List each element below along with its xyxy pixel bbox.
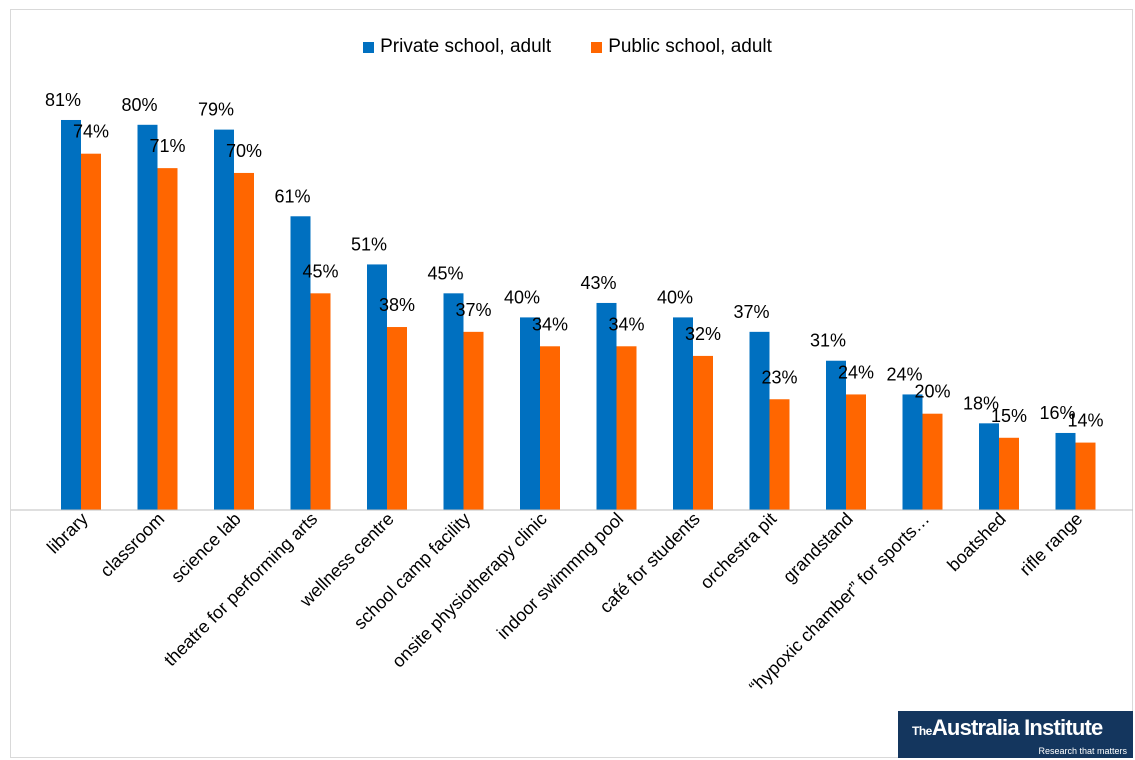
data-label-public-10: 24% bbox=[838, 362, 874, 382]
legend-item-private: Private school, adult bbox=[363, 36, 551, 58]
bar-public-2 bbox=[234, 172, 254, 510]
bar-private-9 bbox=[749, 331, 770, 510]
data-label-public-3: 45% bbox=[302, 261, 338, 281]
data-label-public-13: 14% bbox=[1067, 411, 1103, 431]
x-tick-label-0: library bbox=[43, 509, 92, 558]
data-label-private-8: 40% bbox=[657, 287, 693, 307]
bar-private-12 bbox=[979, 423, 999, 510]
x-tick-label-10: grandstand bbox=[779, 509, 857, 587]
bar-private-13 bbox=[1055, 432, 1076, 510]
bar-public-12 bbox=[999, 437, 1019, 510]
bar-public-10 bbox=[846, 394, 866, 510]
x-tick-label-7: indoor swimmng pool bbox=[493, 509, 627, 643]
bar-private-10 bbox=[826, 360, 846, 510]
x-tick-label-9: orchestra pit bbox=[696, 509, 780, 593]
data-label-private-7: 43% bbox=[580, 273, 616, 293]
legend-swatch-private bbox=[363, 41, 375, 53]
data-label-public-4: 38% bbox=[379, 295, 415, 315]
data-label-private-4: 51% bbox=[351, 234, 387, 254]
x-tick-label-2: science lab bbox=[167, 509, 245, 587]
legend: Private school, adult Public school, adu… bbox=[0, 36, 1135, 58]
x-tick-label-3: theatre for performing arts bbox=[160, 509, 321, 670]
chart-frame bbox=[10, 9, 1133, 758]
data-label-public-11: 20% bbox=[914, 382, 950, 402]
legend-label-private: Private school, adult bbox=[380, 36, 552, 57]
data-label-private-5: 45% bbox=[427, 263, 463, 283]
data-label-public-5: 37% bbox=[455, 300, 491, 320]
data-label-private-1: 80% bbox=[121, 95, 157, 115]
bar-private-7 bbox=[596, 302, 617, 510]
bar-private-4 bbox=[367, 264, 387, 510]
australia-institute-logo: TheAustralia Institute Research that mat… bbox=[898, 711, 1133, 758]
bar-public-1 bbox=[157, 168, 178, 510]
bar-public-5 bbox=[463, 331, 484, 510]
x-tick-label-6: onsite physiotherapy clinic bbox=[388, 509, 551, 672]
legend-label-public: Public school, adult bbox=[608, 36, 772, 57]
bar-private-1 bbox=[137, 124, 158, 511]
bar-private-8 bbox=[673, 317, 693, 510]
bar-public-0 bbox=[81, 153, 101, 510]
bar-public-9 bbox=[769, 399, 790, 510]
legend-item-public: Public school, adult bbox=[591, 36, 772, 58]
logo-the: The bbox=[912, 724, 932, 738]
bar-private-0 bbox=[61, 119, 81, 511]
data-label-public-0: 74% bbox=[73, 122, 109, 142]
data-label-public-1: 71% bbox=[149, 136, 185, 156]
data-label-private-13: 16% bbox=[1039, 403, 1075, 423]
bar-public-8 bbox=[693, 355, 713, 510]
bar-private-2 bbox=[214, 129, 234, 511]
bar-private-6 bbox=[520, 317, 540, 510]
data-label-public-8: 32% bbox=[685, 324, 721, 344]
logo-name: Australia Institute bbox=[931, 715, 1103, 740]
data-label-private-0: 81% bbox=[45, 90, 81, 110]
data-label-public-12: 15% bbox=[991, 406, 1027, 426]
data-label-public-6: 34% bbox=[532, 314, 568, 334]
bar-private-11 bbox=[902, 394, 923, 510]
bar-public-7 bbox=[616, 346, 637, 510]
x-tick-label-1: classroom bbox=[96, 509, 168, 581]
data-label-private-11: 24% bbox=[886, 364, 922, 384]
data-label-private-9: 37% bbox=[733, 302, 769, 322]
data-label-private-2: 79% bbox=[198, 100, 234, 120]
data-label-public-2: 70% bbox=[226, 141, 262, 161]
bar-public-4 bbox=[387, 327, 407, 510]
bar-private-5 bbox=[443, 293, 464, 510]
data-label-public-7: 34% bbox=[608, 314, 644, 334]
logo-tagline: Research that matters bbox=[1038, 746, 1127, 756]
data-label-public-9: 23% bbox=[761, 367, 797, 387]
bar-public-13 bbox=[1075, 442, 1096, 510]
data-label-private-12: 18% bbox=[963, 393, 999, 413]
bar-public-6 bbox=[540, 346, 560, 510]
bar-public-11 bbox=[922, 413, 943, 510]
data-label-private-3: 61% bbox=[274, 186, 310, 206]
legend-swatch-public bbox=[591, 41, 603, 53]
x-tick-label-13: rifle range bbox=[1016, 509, 1087, 580]
data-label-private-6: 40% bbox=[504, 287, 540, 307]
data-label-private-10: 31% bbox=[810, 331, 846, 351]
bar-private-3 bbox=[290, 216, 311, 510]
x-tick-label-12: boatshed bbox=[943, 509, 1010, 576]
bar-public-3 bbox=[310, 293, 331, 510]
